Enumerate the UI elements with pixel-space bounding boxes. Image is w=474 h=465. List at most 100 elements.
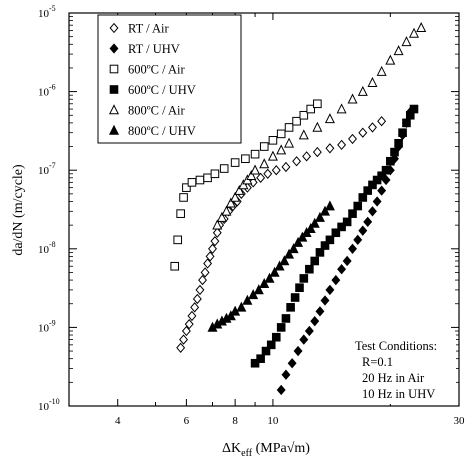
data-point: [295, 283, 304, 292]
data-point: [184, 318, 194, 330]
data-point: [381, 165, 391, 175]
data-point: [325, 235, 335, 245]
data-point: [342, 255, 352, 267]
data-point: [187, 310, 197, 322]
data-point: [298, 129, 309, 140]
data-point: [176, 342, 186, 353]
data-point: [284, 123, 294, 132]
data-point: [259, 277, 270, 288]
data-point: [269, 266, 280, 277]
data-point: [238, 179, 249, 190]
legend-label: RT / UHV: [128, 42, 180, 56]
data-point: [203, 173, 212, 183]
legend-marker: [109, 43, 119, 54]
data-point: [274, 260, 285, 271]
y-tick-label: 10-5: [38, 4, 56, 20]
data-point: [315, 248, 325, 257]
data-point: [264, 272, 275, 283]
data-point: [271, 165, 281, 176]
annotation-line-1: Test Conditions:: [355, 339, 437, 353]
data-point: [293, 236, 304, 247]
data-point: [170, 261, 180, 271]
data-point: [271, 332, 281, 342]
data-point: [284, 137, 295, 148]
data-point: [299, 274, 309, 283]
data-point: [337, 139, 347, 151]
data-point: [320, 241, 330, 250]
data-point: [216, 211, 227, 222]
y-tick-label: 10-6: [38, 83, 56, 99]
data-point: [398, 128, 407, 137]
data-point: [358, 225, 368, 236]
legend-marker: [109, 85, 119, 94]
data-point: [315, 306, 325, 317]
data-point: [306, 104, 316, 114]
data-point: [304, 325, 314, 337]
data-point: [276, 384, 286, 396]
data-point: [348, 133, 357, 145]
x-axis-title-subscript: eff: [241, 448, 253, 459]
data-point: [324, 200, 335, 211]
series-3: [250, 104, 419, 368]
data-point: [302, 151, 312, 162]
data-point: [281, 161, 291, 173]
data-point: [305, 223, 316, 234]
data-point: [368, 206, 377, 217]
data-point: [309, 217, 320, 228]
data-point: [320, 295, 330, 306]
series-2: [170, 99, 322, 271]
data-point: [409, 104, 419, 114]
data-point: [242, 294, 253, 305]
data-point: [363, 216, 373, 228]
data-point: [416, 21, 427, 33]
data-point: [212, 227, 222, 238]
data-point: [299, 334, 309, 345]
data-point: [276, 129, 286, 139]
data-point: [241, 154, 250, 164]
data-point: [276, 323, 286, 332]
legend-label: 600ºC / UHV: [128, 83, 196, 97]
data-point: [286, 303, 295, 312]
data-point: [192, 293, 202, 305]
data-point: [292, 156, 302, 167]
data-point: [348, 243, 357, 254]
data-point: [358, 127, 368, 138]
data-point: [248, 289, 259, 300]
legend-label: 800ºC / UHV: [128, 124, 196, 138]
data-point: [203, 258, 213, 269]
data-point: [195, 284, 205, 296]
data-point: [368, 122, 377, 133]
data-point: [319, 205, 331, 216]
data-point: [267, 150, 278, 161]
legend-label: 600ºC / Air: [128, 63, 185, 77]
data-point: [263, 168, 273, 179]
tick-labels: 4 6 8 10 30 10-10 10-9 10-8 10-7 10-6 10-5: [38, 4, 465, 427]
data-point: [210, 236, 220, 247]
data-point: [250, 358, 260, 368]
data-point: [314, 211, 325, 222]
series-5: [207, 200, 335, 332]
data-point: [377, 171, 386, 181]
data-point: [325, 284, 335, 296]
data-point: [179, 334, 189, 345]
data-point: [324, 113, 335, 124]
data-point: [210, 169, 220, 179]
data-point: [181, 325, 191, 337]
data-point: [250, 164, 261, 175]
data-point: [290, 293, 300, 302]
data-point: [394, 138, 403, 148]
data-point: [353, 201, 363, 211]
data-point: [230, 158, 240, 167]
data-point: [408, 27, 420, 38]
data-point: [268, 136, 278, 145]
data-point: [208, 243, 217, 254]
data-point: [190, 302, 200, 313]
data-point: [281, 314, 291, 323]
data-point: [246, 170, 257, 181]
y-axis-title: da/dN (m/cycle): [11, 164, 26, 256]
data-point: [353, 234, 363, 246]
data-point: [288, 243, 299, 254]
data-point: [310, 256, 320, 266]
data-point: [348, 209, 357, 218]
